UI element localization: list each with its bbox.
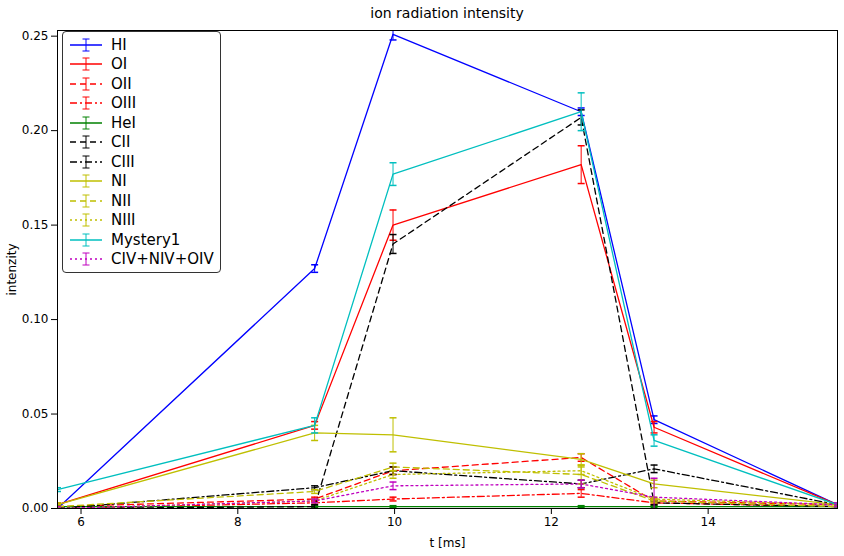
- html-text:OIII: OIII: [111, 94, 137, 113]
- html-text:HeI: HeI: [111, 113, 136, 132]
- svg-text:intenzity: intenzity: [5, 243, 19, 295]
- svg-text:0.05: 0.05: [22, 407, 49, 421]
- html-text:OII: OII: [111, 74, 132, 93]
- html-text:CIV+NIV+OIV: CIV+NIV+OIV: [111, 250, 214, 269]
- svg-text:10: 10: [387, 515, 402, 529]
- html-text:CII: CII: [111, 133, 131, 152]
- svg-text:0.25: 0.25: [22, 29, 49, 43]
- svg-text:0.00: 0.00: [22, 501, 49, 515]
- svg-text:t [ms]: t [ms]: [430, 536, 466, 550]
- svg-text:14: 14: [701, 515, 716, 529]
- html-text:HI: HI: [111, 35, 127, 54]
- svg-text:6: 6: [77, 515, 85, 529]
- svg-text:8: 8: [234, 515, 242, 529]
- html-text:NI: NI: [111, 172, 127, 191]
- html-text:OI: OI: [111, 55, 128, 74]
- svg-text:0.20: 0.20: [22, 123, 49, 137]
- svg-text:0.10: 0.10: [22, 312, 49, 326]
- html-text:NIII: NIII: [111, 211, 136, 230]
- html-text:ion radiation intensity: ion radiation intensity: [370, 5, 524, 21]
- html-text:NII: NII: [111, 191, 132, 210]
- html-text:CIII: CIII: [111, 152, 135, 171]
- svg-text:12: 12: [544, 515, 559, 529]
- svg-text:0.15: 0.15: [22, 218, 49, 232]
- html-text:Mystery1: Mystery1: [111, 230, 181, 249]
